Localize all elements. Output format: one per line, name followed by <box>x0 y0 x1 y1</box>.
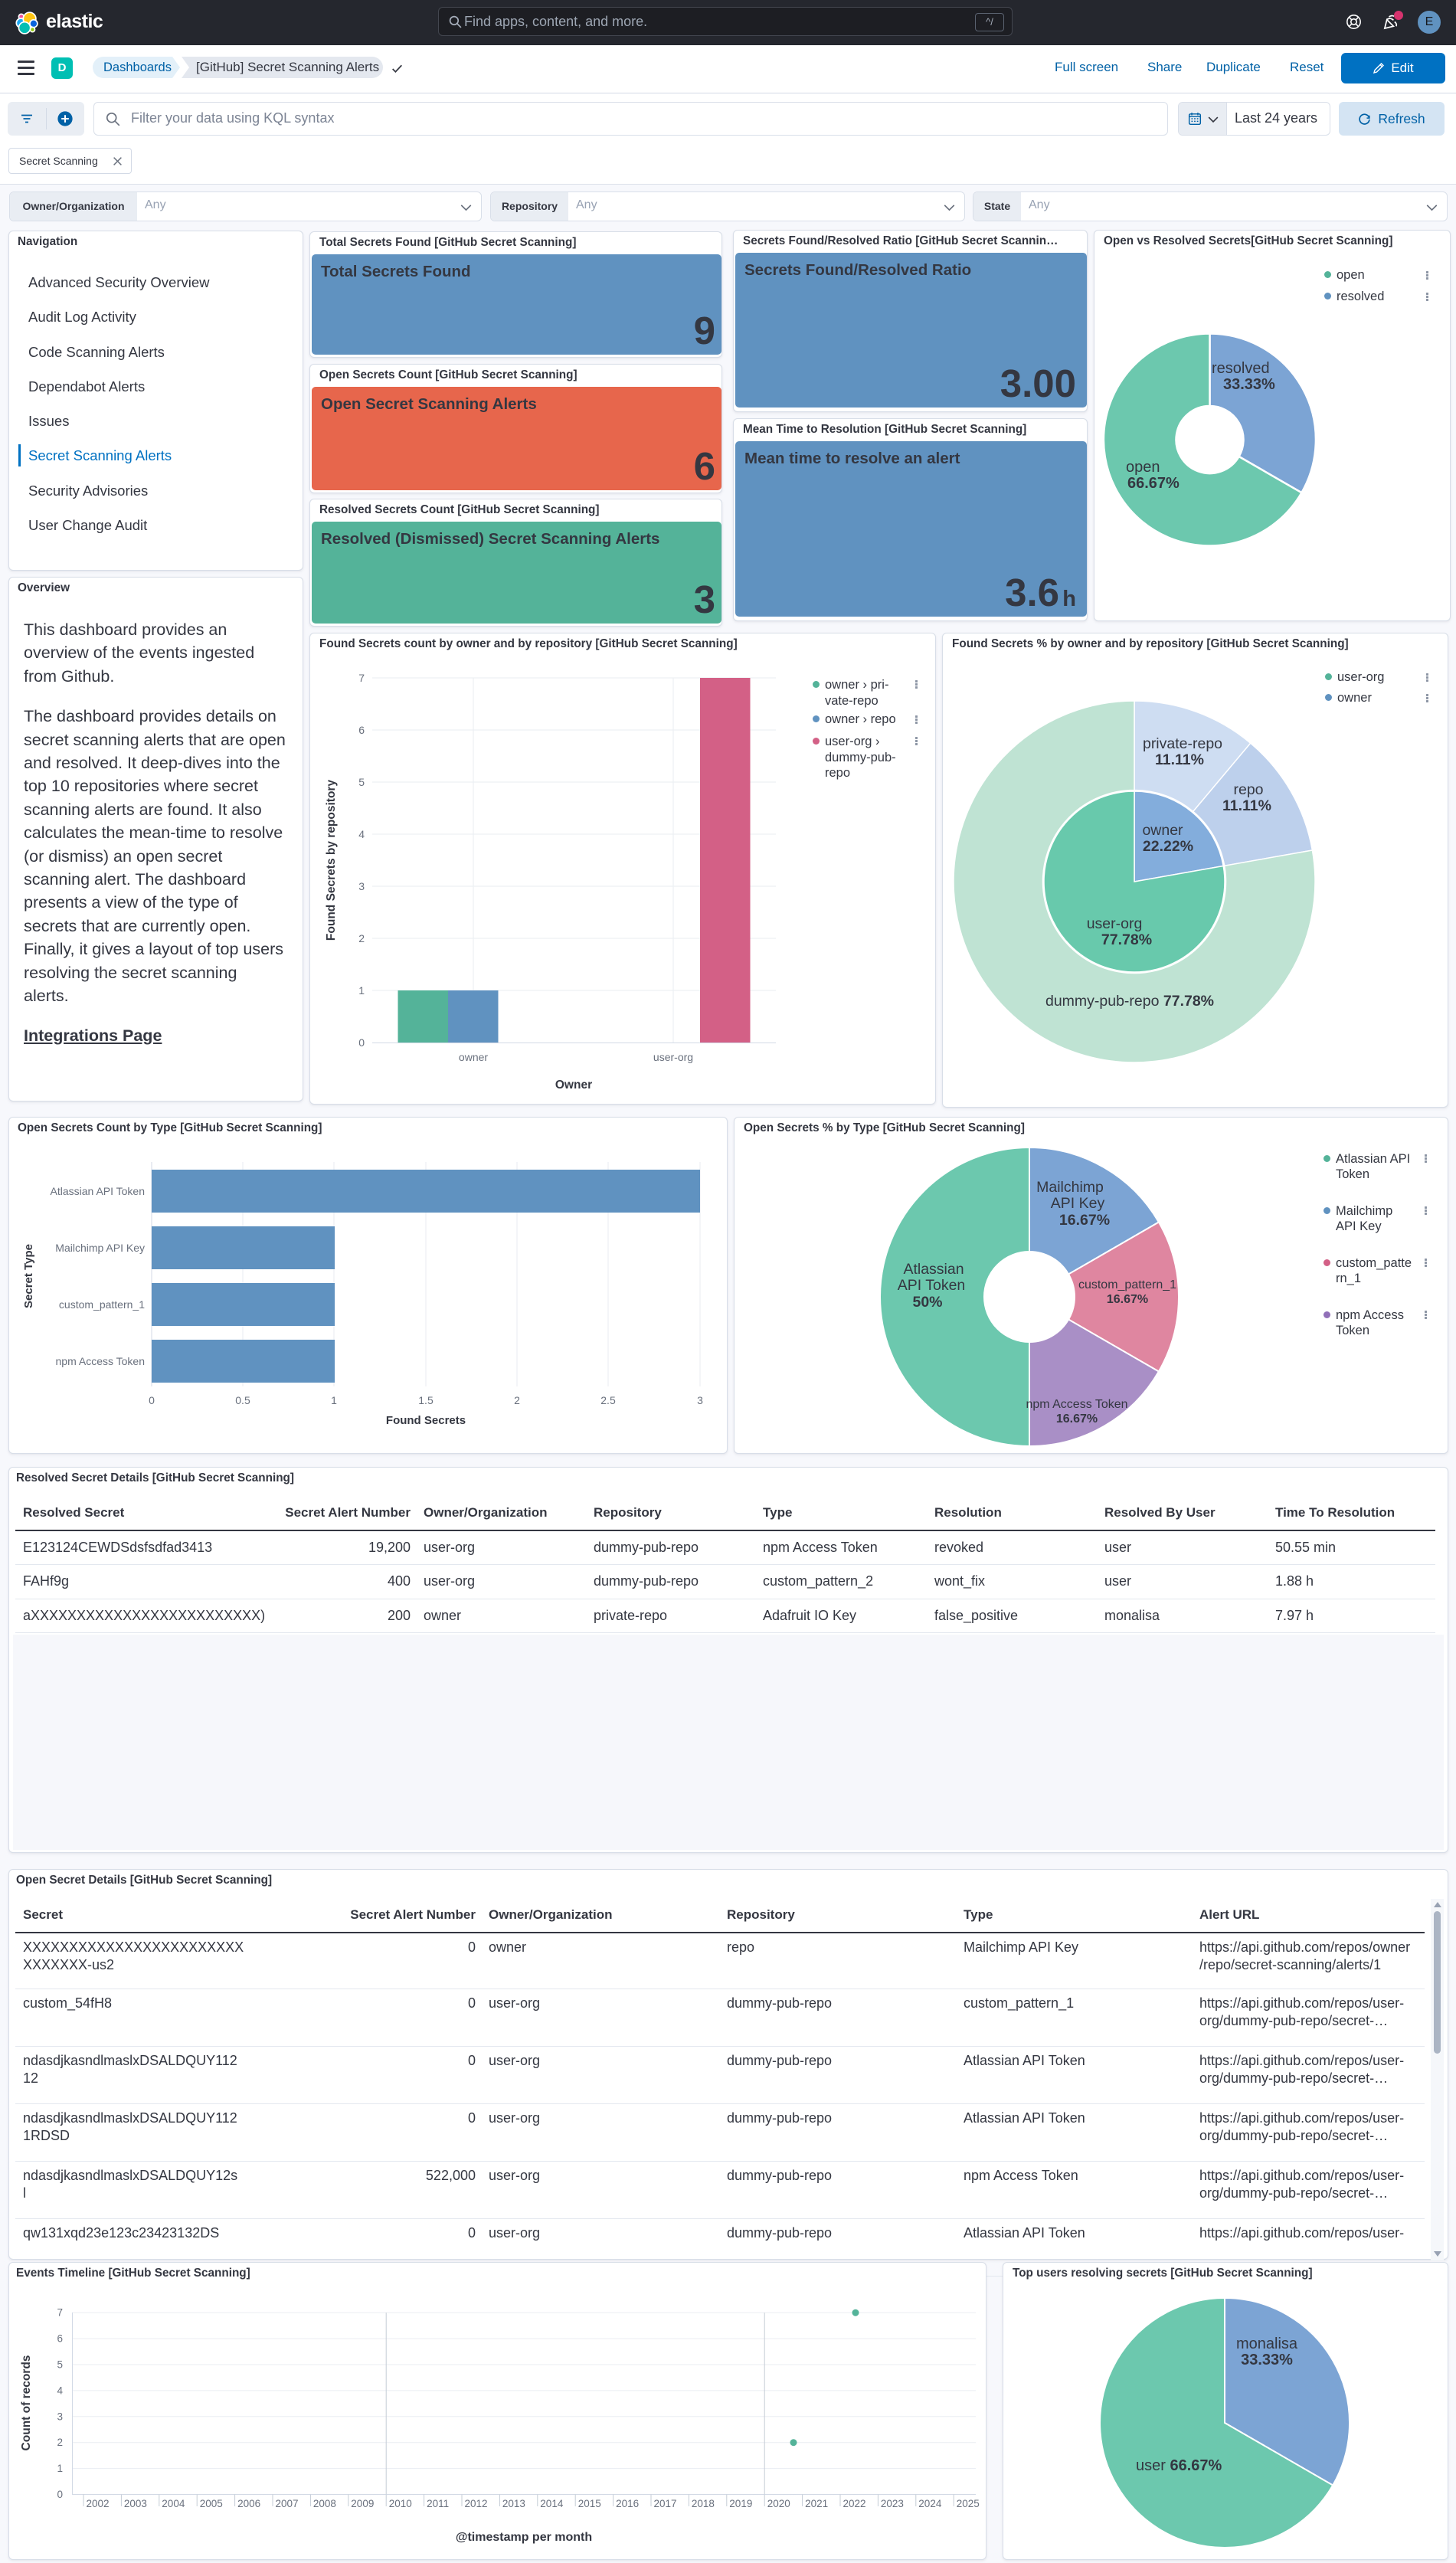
svg-text:5: 5 <box>57 2359 63 2371</box>
svg-text:2014: 2014 <box>540 2498 564 2509</box>
svg-text:1: 1 <box>358 984 365 997</box>
svg-text:2009: 2009 <box>351 2498 374 2509</box>
svg-text:22.22%: 22.22% <box>1143 838 1193 855</box>
svg-text:11.11%: 11.11% <box>1155 751 1204 768</box>
svg-text:0: 0 <box>149 1394 155 1406</box>
svg-text:2.5: 2.5 <box>600 1394 616 1406</box>
svg-text:3: 3 <box>57 2411 63 2422</box>
svg-text:Found Secrets by repository: Found Secrets by repository <box>325 780 338 941</box>
svg-text:2023: 2023 <box>881 2498 904 2509</box>
svg-text:Owner: Owner <box>555 1079 592 1092</box>
svg-text:custom_pattern_1: custom_pattern_1 <box>59 1298 145 1311</box>
svg-text:2: 2 <box>358 932 365 944</box>
svg-text:16.67%: 16.67% <box>1059 1212 1110 1229</box>
svg-text:0.5: 0.5 <box>235 1394 250 1406</box>
svg-text:open: open <box>1126 459 1160 476</box>
svg-text:2016: 2016 <box>616 2498 639 2509</box>
svg-text:user-org: user-org <box>1087 915 1143 932</box>
svg-text:7: 7 <box>57 2307 63 2319</box>
svg-text:2006: 2006 <box>237 2498 260 2509</box>
svg-text:3: 3 <box>358 880 365 892</box>
svg-text:Found Secrets: Found Secrets <box>386 1414 466 1427</box>
svg-text:2008: 2008 <box>313 2498 336 2509</box>
svg-text:7: 7 <box>358 672 365 684</box>
svg-text:1.5: 1.5 <box>418 1394 434 1406</box>
svg-text:2020: 2020 <box>767 2498 790 2509</box>
svg-text:77.78%: 77.78% <box>1101 931 1152 948</box>
svg-text:0: 0 <box>57 2489 63 2500</box>
svg-text:npm Access Token: npm Access Token <box>56 1355 145 1367</box>
svg-text:npm Access Token: npm Access Token <box>1026 1398 1127 1411</box>
svg-text:Mailchimp API Key: Mailchimp API Key <box>55 1242 145 1254</box>
svg-text:@timestamp per month: @timestamp per month <box>456 2531 592 2544</box>
svg-text:2025: 2025 <box>957 2498 980 2509</box>
svg-text:6: 6 <box>57 2333 63 2345</box>
svg-text:Atlassian: Atlassian <box>903 1261 964 1278</box>
svg-text:resolved: resolved <box>1212 360 1270 377</box>
svg-text:16.67%: 16.67% <box>1056 1412 1098 1426</box>
svg-text:2005: 2005 <box>200 2498 223 2509</box>
svg-text:4: 4 <box>57 2385 63 2396</box>
svg-text:2007: 2007 <box>276 2498 299 2509</box>
svg-text:16.67%: 16.67% <box>1107 1293 1148 1306</box>
svg-text:2015: 2015 <box>578 2498 601 2509</box>
svg-text:2022: 2022 <box>843 2498 866 2509</box>
svg-text:dummy-pub-repo 77.78%: dummy-pub-repo 77.78% <box>1045 993 1214 1010</box>
svg-text:1: 1 <box>57 2463 63 2474</box>
svg-text:Mailchimp: Mailchimp <box>1036 1179 1104 1196</box>
svg-text:2002: 2002 <box>87 2498 110 2509</box>
svg-text:66.67%: 66.67% <box>1127 475 1180 492</box>
svg-text:11.11%: 11.11% <box>1222 797 1271 814</box>
svg-text:2013: 2013 <box>502 2498 525 2509</box>
svg-text:2: 2 <box>57 2437 63 2448</box>
svg-text:2024: 2024 <box>918 2498 942 2509</box>
svg-text:2019: 2019 <box>729 2498 752 2509</box>
svg-text:owner: owner <box>459 1051 488 1063</box>
svg-text:0: 0 <box>358 1036 365 1049</box>
svg-text:2004: 2004 <box>162 2498 185 2509</box>
svg-text:API Token: API Token <box>898 1277 966 1294</box>
svg-text:4: 4 <box>358 828 365 840</box>
svg-text:2012: 2012 <box>465 2498 488 2509</box>
svg-text:Secret Type: Secret Type <box>22 1244 35 1308</box>
svg-text:user-org: user-org <box>653 1051 693 1063</box>
svg-text:2017: 2017 <box>654 2498 677 2509</box>
svg-text:5: 5 <box>358 776 365 788</box>
svg-text:2011: 2011 <box>427 2498 449 2509</box>
svg-text:Atlassian API Token: Atlassian API Token <box>51 1185 145 1197</box>
svg-text:2018: 2018 <box>692 2498 715 2509</box>
svg-text:6: 6 <box>358 724 365 736</box>
svg-text:3: 3 <box>697 1394 703 1406</box>
svg-text:50%: 50% <box>912 1294 942 1311</box>
svg-text:2: 2 <box>514 1394 520 1406</box>
svg-text:repo: repo <box>1233 781 1263 798</box>
svg-text:33.33%: 33.33% <box>1223 376 1275 393</box>
svg-text:2003: 2003 <box>124 2498 147 2509</box>
svg-text:2021: 2021 <box>805 2498 828 2509</box>
svg-text:user 66.67%: user 66.67% <box>1136 2457 1222 2474</box>
svg-text:API Key: API Key <box>1051 1195 1105 1212</box>
svg-text:1: 1 <box>331 1394 337 1406</box>
svg-text:custom_pattern_1: custom_pattern_1 <box>1078 1278 1176 1291</box>
svg-text:monalisa: monalisa <box>1236 2336 1298 2352</box>
svg-text:Count of records: Count of records <box>20 2355 33 2451</box>
svg-text:2010: 2010 <box>389 2498 412 2509</box>
svg-text:private-repo: private-repo <box>1143 735 1222 752</box>
svg-text:owner: owner <box>1142 822 1183 839</box>
svg-text:33.33%: 33.33% <box>1241 2352 1293 2368</box>
